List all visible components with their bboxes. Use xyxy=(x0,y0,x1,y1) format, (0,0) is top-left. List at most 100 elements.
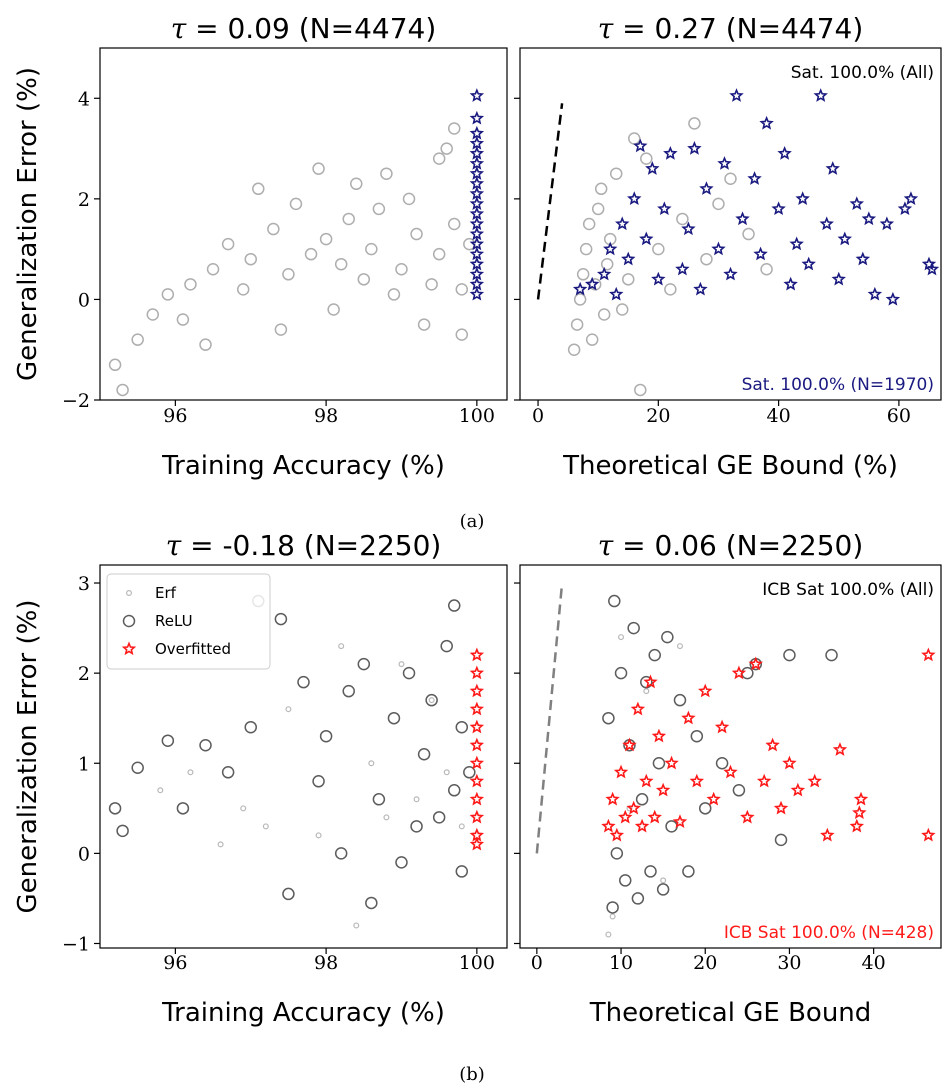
data-point xyxy=(639,773,654,788)
data-point xyxy=(618,634,625,641)
data-point xyxy=(664,283,677,296)
data-point xyxy=(672,814,688,828)
data-point xyxy=(688,117,701,130)
data-point xyxy=(760,263,773,276)
data-point xyxy=(469,286,485,301)
data-point xyxy=(897,201,913,216)
x-tick-label: 40 xyxy=(862,952,886,974)
data-point xyxy=(609,827,625,842)
data-point xyxy=(825,161,840,175)
data-point xyxy=(819,216,834,231)
data-point xyxy=(282,887,295,901)
data-point xyxy=(199,338,212,351)
data-point xyxy=(410,820,423,833)
data-point xyxy=(428,697,435,704)
subfigure-caption: (a) xyxy=(460,511,485,532)
data-point xyxy=(605,791,620,806)
data-point xyxy=(469,176,485,190)
data-point xyxy=(614,666,628,680)
data-point xyxy=(187,769,194,776)
data-point xyxy=(387,711,401,725)
data-point xyxy=(591,202,605,216)
data-point xyxy=(365,242,378,256)
data-point xyxy=(576,268,590,281)
legend-entry: Erf xyxy=(155,584,177,602)
data-point xyxy=(675,261,690,276)
data-point xyxy=(315,832,322,839)
x-tick-label: 96 xyxy=(163,952,187,974)
scatter-panel: τ = -0.18 (N=2250) 96 98 100 −1 0 1 2 3 Training … xyxy=(13,529,508,1028)
data-point xyxy=(712,197,725,211)
axes-frame xyxy=(519,564,942,949)
data-point xyxy=(455,720,469,734)
panel-title: τ = 0.06 (N=2250) xyxy=(598,529,864,562)
data-point xyxy=(469,266,485,281)
data-point xyxy=(732,784,746,797)
panel-annotation: ICB Sat 100.0% (N=428) xyxy=(724,923,934,943)
data-point xyxy=(615,216,630,231)
data-point xyxy=(469,276,485,291)
data-point xyxy=(469,216,485,231)
data-point xyxy=(681,710,696,725)
scatter-panel: τ = 0.09 (N=4474) 96 98 100 −2 0 2 4 Training Ac… xyxy=(13,12,508,481)
data-series xyxy=(469,88,485,301)
data-point xyxy=(635,793,649,806)
data-point xyxy=(652,242,665,256)
data-point xyxy=(594,182,608,196)
data-point xyxy=(469,125,485,140)
data-point xyxy=(108,802,122,815)
y-tick-label: −2 xyxy=(62,390,90,412)
data-point xyxy=(753,246,768,261)
scatter-panel: τ = 0.27 (N=4474) 0 20 40 60 Theoretical GE B… xyxy=(514,12,942,481)
data-point xyxy=(867,286,883,301)
data-point xyxy=(756,773,772,788)
data-point xyxy=(795,191,810,205)
data-point xyxy=(747,171,762,185)
data-point xyxy=(853,791,869,806)
data-point xyxy=(108,358,122,372)
panel-annotation: Sat. 100.0% (N=1970) xyxy=(742,375,934,395)
data-point xyxy=(425,278,438,291)
data-point xyxy=(116,824,129,838)
title-stat: = 0.06 (N=2250) xyxy=(613,529,863,562)
data-point xyxy=(161,734,175,747)
y-tick-label: 4 xyxy=(78,88,90,110)
data-point xyxy=(682,865,695,878)
data-series xyxy=(108,122,476,397)
data-point xyxy=(395,856,408,869)
data-point xyxy=(630,701,646,716)
data-point xyxy=(469,196,485,211)
data-point xyxy=(608,594,621,608)
x-tick-label: 40 xyxy=(767,405,791,427)
data-point xyxy=(319,232,333,246)
data-point xyxy=(410,227,423,241)
data-point xyxy=(789,236,804,251)
data-point xyxy=(609,167,623,180)
data-point xyxy=(469,135,485,150)
data-point xyxy=(365,896,378,910)
data-series xyxy=(602,594,838,914)
x-tick-label: 60 xyxy=(887,405,911,427)
data-series xyxy=(567,117,773,397)
data-point xyxy=(387,288,401,301)
data-point xyxy=(116,383,129,397)
x-tick-label: 30 xyxy=(777,952,801,974)
x-tick-label: 98 xyxy=(314,952,338,974)
data-point xyxy=(660,877,667,884)
legend-marker xyxy=(121,641,137,656)
data-point xyxy=(921,827,936,842)
data-point xyxy=(469,755,485,770)
x-tick-label: 98 xyxy=(314,405,338,427)
x-axis-label: Theoretical GE Bound xyxy=(589,998,872,1028)
data-point xyxy=(221,237,235,251)
data-point xyxy=(741,666,754,680)
data-point xyxy=(645,161,660,175)
data-point xyxy=(609,913,616,920)
data-point xyxy=(469,256,485,271)
data-point xyxy=(432,152,446,165)
x-tick-label: 10 xyxy=(609,952,633,974)
data-point xyxy=(443,769,450,776)
data-point xyxy=(262,823,269,830)
x-tick-label: 0 xyxy=(531,952,543,974)
data-point xyxy=(693,281,708,296)
